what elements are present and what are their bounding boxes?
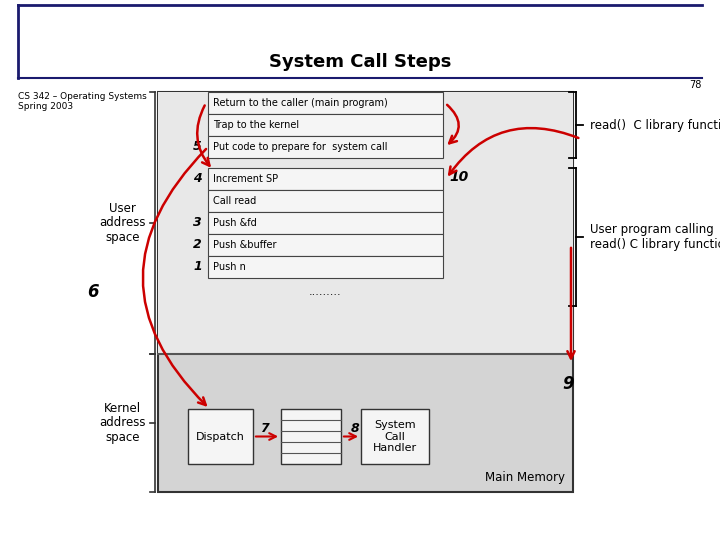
FancyBboxPatch shape bbox=[158, 92, 573, 492]
Text: 9: 9 bbox=[562, 375, 574, 393]
Text: User program calling
read() C library function: User program calling read() C library fu… bbox=[590, 223, 720, 251]
Text: Call read: Call read bbox=[213, 196, 256, 206]
FancyBboxPatch shape bbox=[208, 114, 443, 136]
Text: read()  C library function: read() C library function bbox=[590, 118, 720, 132]
Text: © Ibrahim Korpeoglu
Bilkent University: © Ibrahim Korpeoglu Bilkent University bbox=[312, 92, 408, 111]
Text: .........: ......... bbox=[309, 287, 342, 297]
Text: 5: 5 bbox=[193, 140, 202, 153]
FancyBboxPatch shape bbox=[361, 409, 429, 464]
Text: 3: 3 bbox=[193, 217, 202, 230]
Text: 1: 1 bbox=[193, 260, 202, 273]
FancyBboxPatch shape bbox=[281, 409, 341, 464]
FancyBboxPatch shape bbox=[208, 168, 443, 190]
Text: Trap to the kernel: Trap to the kernel bbox=[213, 120, 299, 130]
Text: Return to the caller (main program): Return to the caller (main program) bbox=[213, 98, 388, 108]
FancyBboxPatch shape bbox=[188, 409, 253, 464]
FancyBboxPatch shape bbox=[208, 92, 443, 114]
Text: Push &fd: Push &fd bbox=[213, 218, 257, 228]
Text: Push n: Push n bbox=[213, 262, 246, 272]
FancyBboxPatch shape bbox=[208, 212, 443, 234]
Text: CS 342 – Operating Systems
Spring 2003: CS 342 – Operating Systems Spring 2003 bbox=[18, 92, 147, 111]
FancyBboxPatch shape bbox=[158, 92, 573, 354]
FancyBboxPatch shape bbox=[208, 190, 443, 212]
Text: Main Memory: Main Memory bbox=[485, 471, 565, 484]
FancyBboxPatch shape bbox=[208, 234, 443, 256]
FancyBboxPatch shape bbox=[208, 256, 443, 278]
Text: 7: 7 bbox=[260, 422, 269, 435]
Text: User
address
space: User address space bbox=[99, 201, 146, 245]
Text: System
Call
Handler: System Call Handler bbox=[373, 420, 417, 453]
Text: Increment SP: Increment SP bbox=[213, 174, 278, 184]
Text: 78: 78 bbox=[690, 80, 702, 90]
Text: System Call Steps: System Call Steps bbox=[269, 53, 451, 71]
Text: 2: 2 bbox=[193, 239, 202, 252]
Text: 10: 10 bbox=[449, 170, 468, 184]
Text: Kernel
address
space: Kernel address space bbox=[99, 402, 146, 444]
Text: 6: 6 bbox=[87, 283, 99, 301]
Text: Push &buffer: Push &buffer bbox=[213, 240, 276, 250]
Text: 8: 8 bbox=[351, 422, 360, 435]
Text: Dispatch: Dispatch bbox=[196, 431, 245, 442]
Text: Put code to prepare for  system call: Put code to prepare for system call bbox=[213, 142, 387, 152]
FancyBboxPatch shape bbox=[208, 136, 443, 158]
Text: 4: 4 bbox=[193, 172, 202, 186]
